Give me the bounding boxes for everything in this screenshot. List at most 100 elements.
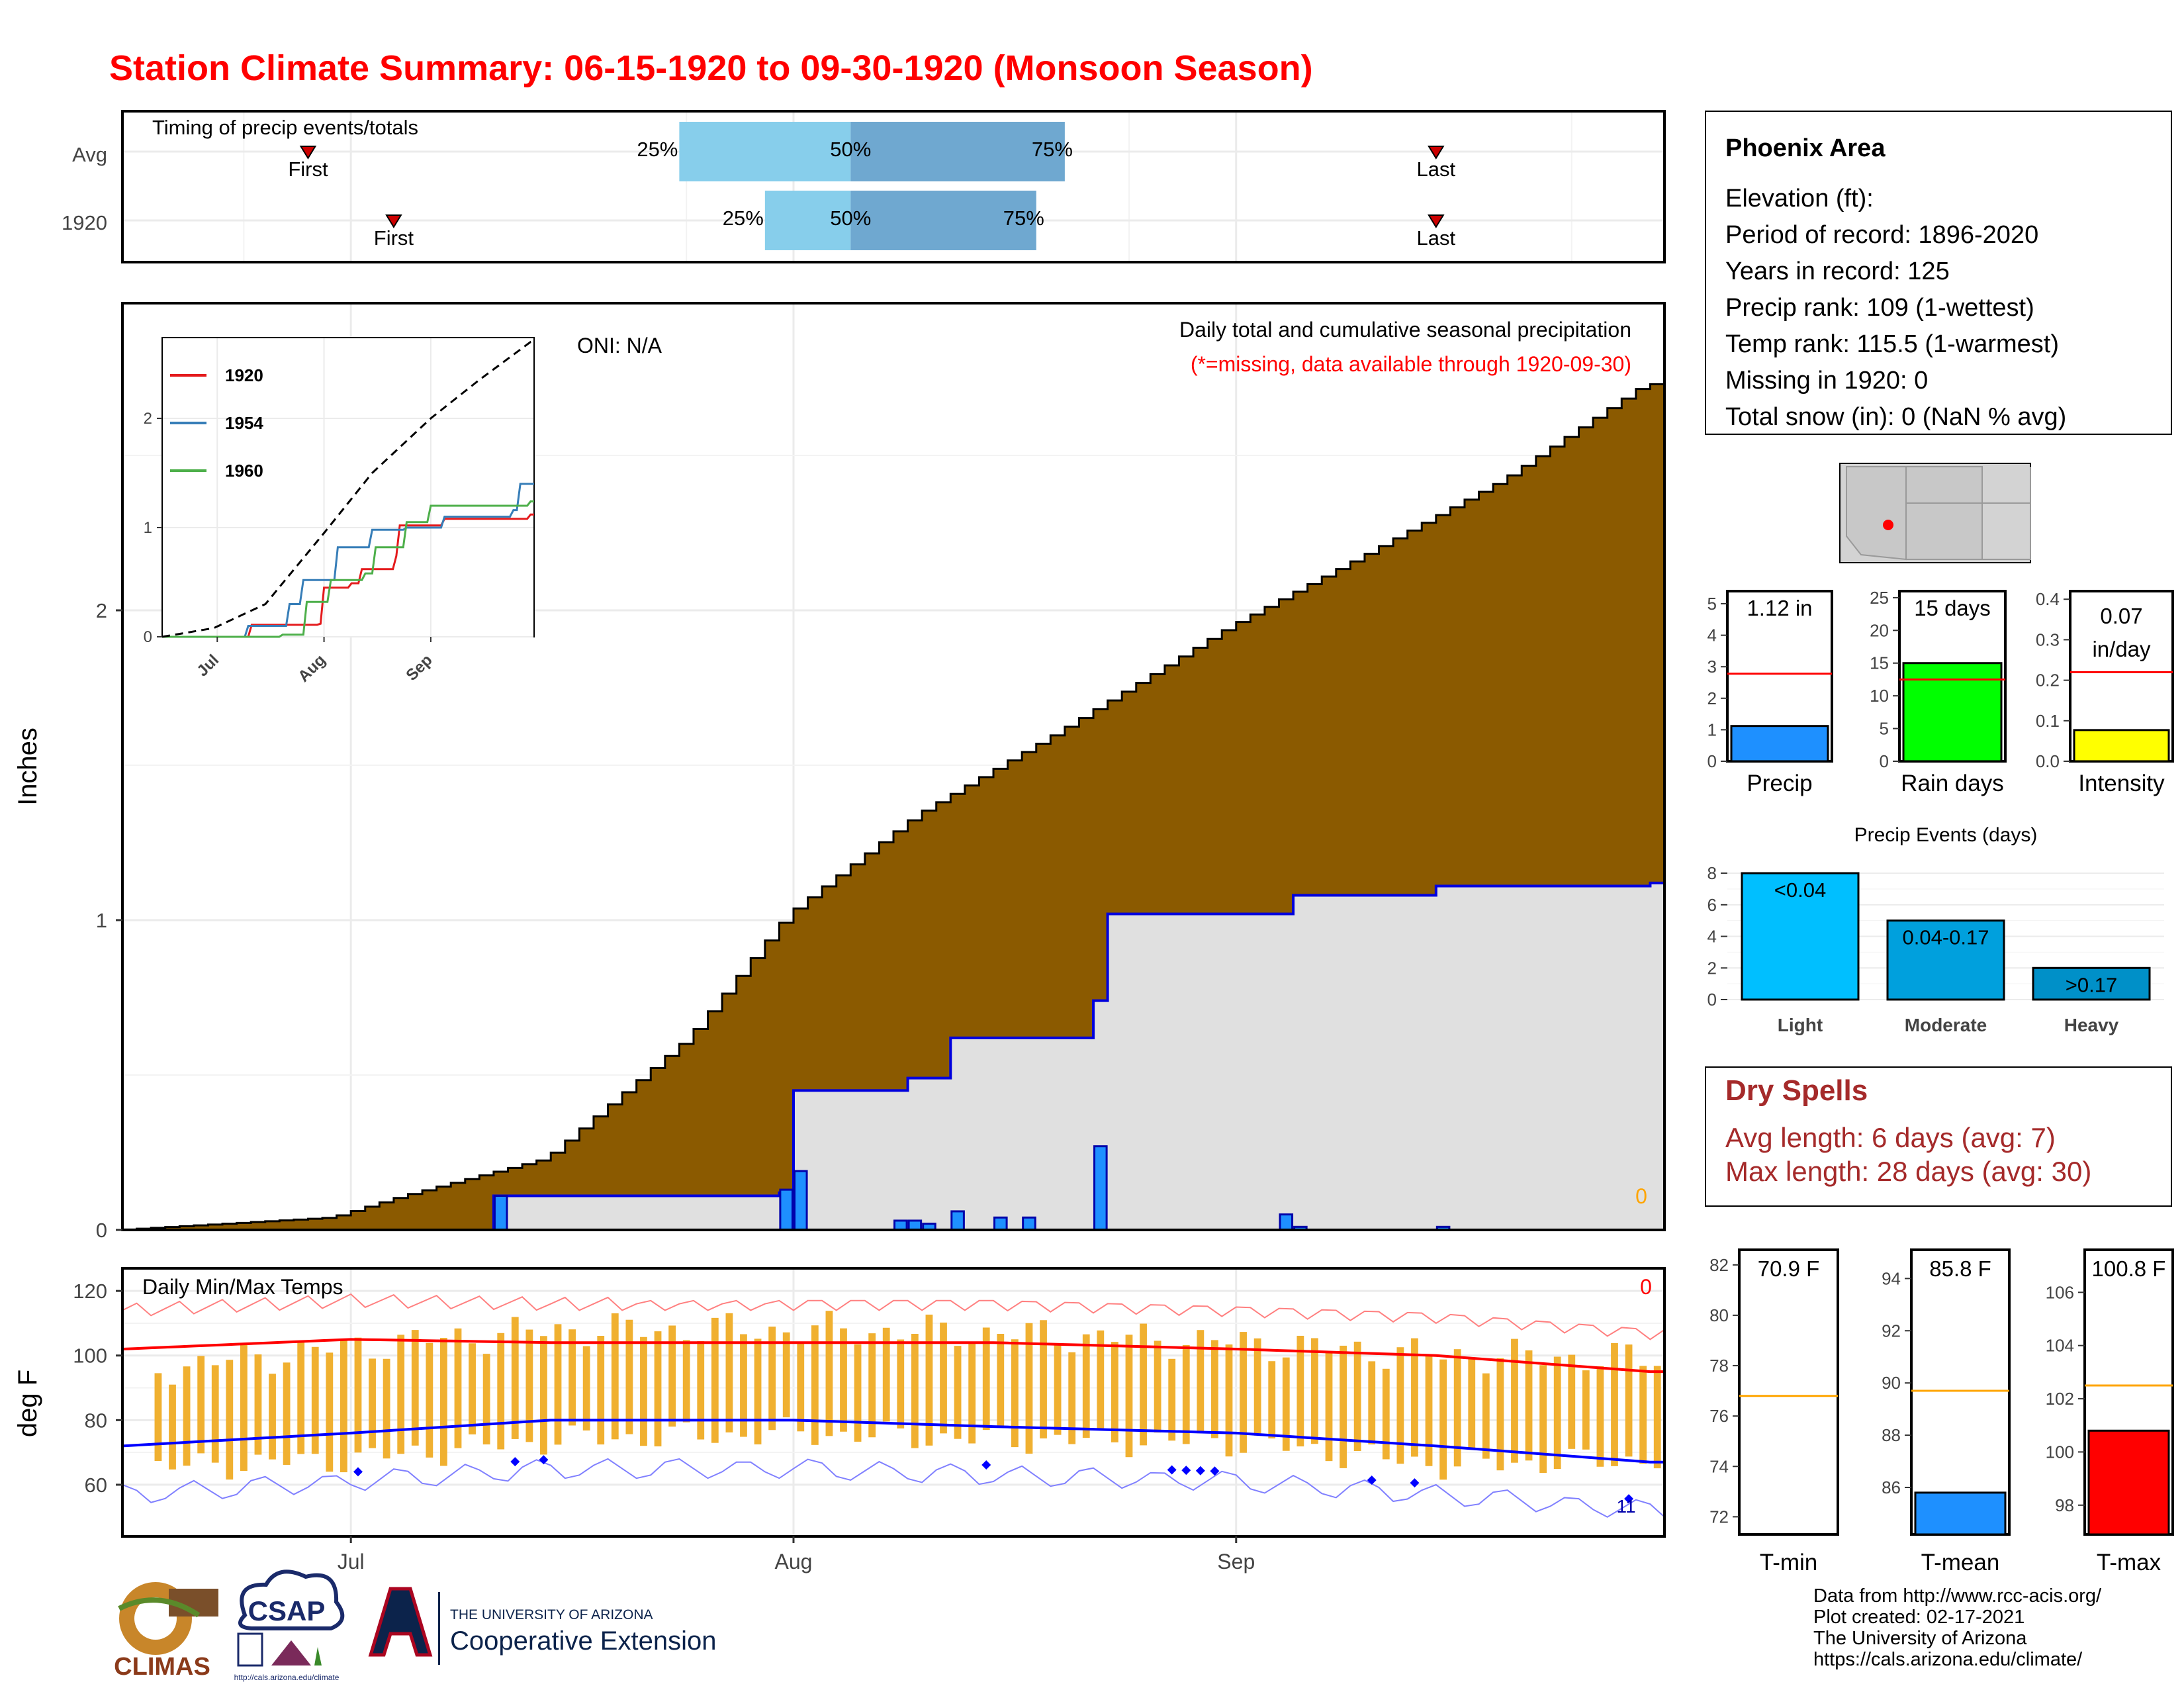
daily-temp-range-bar <box>383 1358 390 1459</box>
station-info-line: Total snow (in): 0 (NaN % avg) <box>1725 403 2066 431</box>
daily-temp-range-bar <box>283 1362 291 1465</box>
daily-temp-range-bar <box>426 1342 433 1458</box>
timing-first-marker <box>299 146 317 160</box>
timing-q25-label: 25% <box>723 207 764 230</box>
summary-x-label: Rain days <box>1901 771 2004 796</box>
csap-url: http://cals.arizona.edu/climate <box>234 1673 340 1682</box>
main-caption: Daily total and cumulative seasonal prec… <box>1179 318 1631 342</box>
daily-temp-range-bar <box>397 1335 405 1454</box>
timing-last-marker <box>1428 146 1445 160</box>
daily-temp-range-bar <box>1468 1358 1476 1450</box>
daily-temp-range-bar <box>1311 1338 1318 1444</box>
daily-temp-range-bar <box>854 1344 862 1442</box>
daily-temp-range-bar <box>1582 1370 1590 1450</box>
temp-y-tick-label: 60 <box>85 1474 107 1497</box>
temp-summary-y-tick-label: 104 <box>2046 1336 2074 1356</box>
main-y-tick-label: 1 <box>96 909 107 932</box>
timing-box-lower <box>764 191 851 250</box>
summary-y-tick-label: 0.4 <box>2036 589 2060 609</box>
summary-y-tick-label: 5 <box>1707 594 1717 614</box>
summary-bar <box>2073 729 2170 763</box>
events-bar <box>1886 919 2005 1001</box>
daily-temp-range-bar <box>1525 1350 1533 1461</box>
station-info-box: Phoenix Area Elevation (ft): Period of re… <box>1705 111 2172 435</box>
summary-y-tick-label: 2 <box>1707 688 1717 708</box>
temp-summary-bar <box>2087 1429 2170 1536</box>
daily-temp-range-bar <box>782 1332 790 1418</box>
daily-temp-range-bar <box>169 1384 176 1470</box>
credits: Data from http://www.rcc-acis.org/ Plot … <box>1813 1585 2102 1670</box>
record-marker <box>1167 1465 1177 1475</box>
daily-temp-range-bar <box>340 1338 347 1473</box>
daily-temp-range-bar <box>1253 1338 1261 1436</box>
events-y-tick-label: 8 <box>1707 863 1717 883</box>
summary-y-tick-label: 0.1 <box>2036 711 2060 731</box>
daily-temp-range-bar <box>1140 1323 1147 1446</box>
summary-value-label: 0.07 <box>2100 604 2142 628</box>
daily-temp-range-bar <box>1211 1340 1218 1438</box>
daily-precip-bar <box>907 1219 923 1231</box>
daily-temp-range-bar <box>1382 1368 1390 1460</box>
main-y-ticks: 0 1 2 <box>96 599 122 1242</box>
daily-temp-range-bar <box>297 1342 305 1454</box>
daily-temp-range-bar <box>1225 1344 1233 1457</box>
temp-summary-x-label: T-mean <box>1921 1550 2000 1575</box>
daily-precip-bars <box>493 1145 1451 1231</box>
summary-value-unit: in/day <box>2092 637 2151 661</box>
record-low-label: 11 <box>1616 1496 1635 1517</box>
daily-temp-range-bar <box>611 1313 619 1440</box>
summary-y-tick-label: 0 <box>1707 751 1717 771</box>
daily-temp-range-bar <box>1368 1361 1376 1445</box>
temp-summary-y-tick-label: 106 <box>2046 1282 2074 1302</box>
station-info-line: Period of record: 1896-2020 <box>1725 221 2038 249</box>
daily-temp-range-bar <box>1511 1338 1518 1463</box>
record-marker <box>1210 1466 1220 1476</box>
inset-lines <box>161 341 534 638</box>
temp-summary-y-tick-label: 72 <box>1709 1507 1729 1526</box>
daily-temp-range-bar <box>183 1366 191 1466</box>
temp-summary-y-tick-label: 88 <box>1882 1425 1901 1445</box>
daily-temp-range-bar <box>525 1329 533 1442</box>
daily-temp-range-bar <box>1240 1332 1247 1453</box>
ua-line-1: THE UNIVERSITY OF ARIZONA <box>450 1607 653 1622</box>
summary-y-tick-label: 10 <box>1870 686 1889 706</box>
timing-last-label: Last <box>1417 226 1456 250</box>
events-y-tick-label: 4 <box>1707 927 1717 947</box>
daily-temp-range-bar <box>697 1340 705 1440</box>
daily-temp-range-bar <box>668 1325 676 1427</box>
daily-temp-range-bar <box>240 1344 248 1472</box>
summary-y-tick-label: 5 <box>1880 719 1889 739</box>
daily-temp-range-bar <box>1625 1344 1633 1457</box>
daily-temp-range-bar <box>482 1354 490 1445</box>
dry-spells-avg: Avg length: 6 days (avg: 7) <box>1725 1122 2056 1153</box>
summary-y-tick-label: 3 <box>1707 657 1717 677</box>
daily-temp-range-bar <box>840 1328 847 1432</box>
station-info-line: Elevation (ft): <box>1725 185 1874 212</box>
daily-temp-range-bar <box>1325 1352 1333 1462</box>
daily-temp-range-bar <box>1396 1347 1404 1464</box>
daily-temp-range-bar <box>811 1325 819 1445</box>
timing-q50-label: 50% <box>830 207 871 230</box>
timing-first-label: First <box>374 226 414 250</box>
daily-precip-bar <box>1279 1213 1294 1231</box>
main-y-tick-label: 0 <box>96 1219 107 1242</box>
timing-q50-label: 50% <box>830 138 871 161</box>
temp-y-tick-label: 100 <box>73 1344 107 1368</box>
daily-temp-range-bar <box>326 1352 334 1472</box>
daily-temp-range-bar <box>1068 1352 1076 1444</box>
daily-temp-range-bar <box>311 1346 319 1454</box>
summary-bar <box>1730 725 1829 763</box>
daily-precip-bar <box>993 1216 1008 1231</box>
summary-y-tick-label: 1 <box>1707 720 1717 739</box>
temp-y-ticks: 60 80 100 120 <box>73 1280 122 1497</box>
location-map <box>1839 463 2031 563</box>
daily-temp-range-bar <box>582 1346 590 1430</box>
events-bar-label: 0.04-0.17 <box>1903 926 1989 949</box>
record-marker <box>1367 1475 1377 1485</box>
daily-temp-range-bar <box>740 1334 747 1437</box>
temp-summary-value-label: 70.9 F <box>1758 1256 1820 1281</box>
record-marker <box>1624 1494 1634 1504</box>
csap-logo-text: CSAP <box>248 1595 326 1626</box>
daily-temp-range-bar <box>1553 1356 1561 1470</box>
temp-summary-y-tick-label: 94 <box>1882 1268 1901 1288</box>
